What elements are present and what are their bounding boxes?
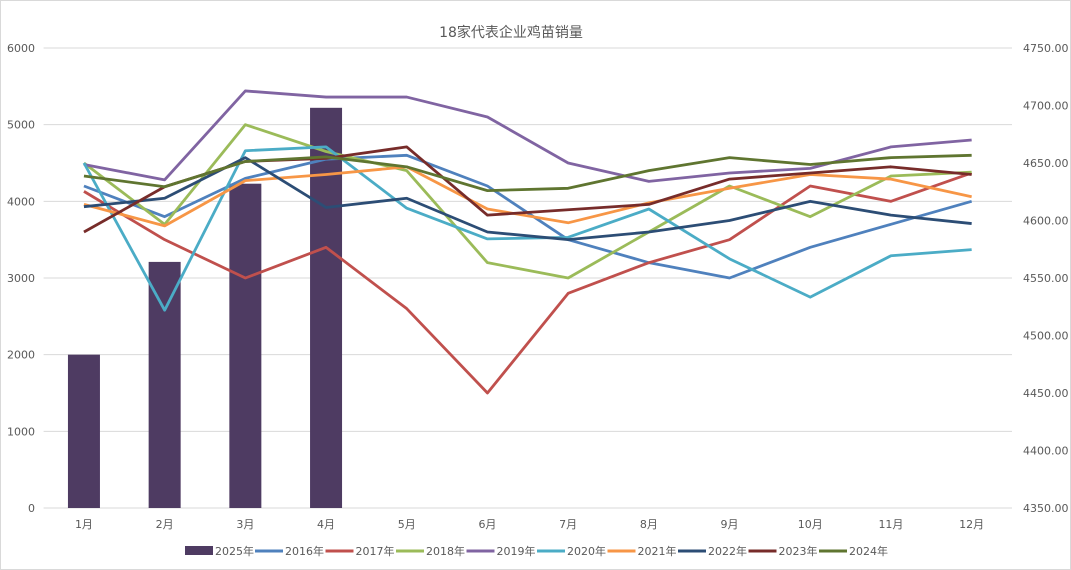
y-tick-label: 5000: [7, 119, 35, 132]
x-tick-label: 8月: [640, 518, 658, 531]
legend-label: 2018年: [426, 544, 465, 558]
line-2019年: [83, 89, 972, 183]
x-tick-label: 12月: [959, 518, 984, 531]
y2-tick-label: 4500.00: [1023, 330, 1069, 343]
legend-label: 2023年: [779, 544, 818, 558]
legend-label: 2017年: [356, 544, 395, 558]
y2-tick-label: 4700.00: [1023, 100, 1069, 113]
y2-tick-label: 4550.00: [1023, 272, 1069, 285]
y-tick-label: 0: [28, 502, 35, 515]
x-tick-label: 7月: [559, 518, 577, 531]
chart-title: 18家代表企业鸡苗销量: [439, 24, 583, 41]
bar-2025: [67, 354, 100, 508]
line-2024年: [83, 153, 972, 193]
line-2021年: [83, 165, 972, 228]
y2-tick-label: 4400.00: [1023, 445, 1069, 458]
legend-label: 2021年: [638, 544, 677, 558]
bar-2025: [148, 261, 181, 508]
legend-label: 2025年: [215, 544, 254, 558]
y2-tick-label: 4450.00: [1023, 387, 1069, 400]
x-tick-label: 4月: [317, 518, 335, 531]
y2-tick-label: 4600.00: [1023, 215, 1069, 228]
x-tick-label: 2月: [156, 518, 174, 531]
legend-swatch-bar: [185, 546, 213, 555]
y-tick-label: 2000: [7, 349, 35, 362]
line-2020年: [82, 145, 972, 312]
line-2018年: [83, 123, 972, 280]
legend-label: 2019年: [497, 544, 536, 558]
legend-label: 2022年: [708, 544, 747, 558]
y2-tick-label: 4350.00: [1023, 502, 1069, 515]
legend-label: 2024年: [849, 544, 888, 558]
x-tick-label: 9月: [721, 518, 739, 531]
bar-2025: [229, 183, 262, 508]
x-tick-label: 1月: [75, 518, 93, 531]
x-tick-label: 6月: [478, 518, 496, 531]
x-tick-label: 5月: [398, 518, 416, 531]
y2-tick-label: 4750.00: [1023, 42, 1069, 55]
y-tick-label: 4000: [7, 195, 35, 208]
legend-label: 2020年: [567, 544, 606, 558]
line-2017年: [83, 171, 973, 395]
x-tick-label: 3月: [236, 518, 254, 531]
x-tick-label: 11月: [878, 518, 903, 531]
x-tick-label: 10月: [798, 518, 823, 531]
legend-label: 2016年: [285, 544, 324, 558]
y-tick-label: 1000: [7, 425, 35, 438]
bar-2025: [310, 107, 343, 509]
y-tick-label: 6000: [7, 42, 35, 55]
y-tick-label: 3000: [7, 272, 35, 285]
y2-tick-label: 4650.00: [1023, 157, 1069, 170]
